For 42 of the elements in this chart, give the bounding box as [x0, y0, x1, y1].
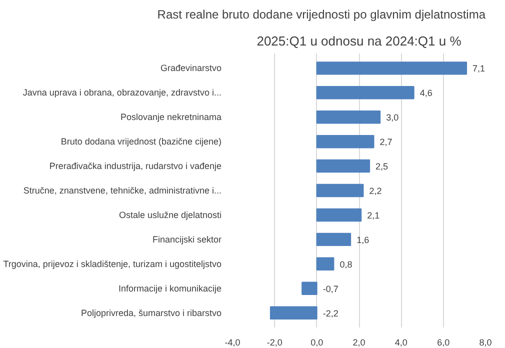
- x-tick-label: 0,0: [310, 338, 324, 348]
- y-tick-label: Bruto dodana vrijednost (bazične cijene): [60, 136, 222, 147]
- y-tick-label: Javna uprava i obrana, obrazovanje, zdravstvo i...: [22, 88, 222, 98]
- bar: [316, 184, 364, 198]
- y-tick-label: Financijski sektor: [152, 234, 222, 244]
- y-tick-label: Poslovanje nekretninama: [120, 112, 222, 122]
- x-tick-label: 4,0: [394, 338, 408, 348]
- bar: [316, 208, 362, 222]
- bar: [316, 86, 414, 100]
- chart-subtitle: 2025:Q1 u odnosu na 2024:Q1 u %: [256, 34, 462, 48]
- bar: [316, 257, 334, 271]
- y-tick-label: Trgovina, prijevoz i skladištenje, turizam i ugostiteljstvo: [3, 258, 222, 269]
- data-label: 2,1: [367, 210, 380, 220]
- bar: [316, 159, 370, 173]
- y-tick-label: Prerađivačka industrija, rudarstvo i vađenje: [49, 161, 222, 172]
- data-label: 0,8: [340, 259, 352, 270]
- data-label: 7,1: [472, 64, 486, 74]
- data-label: 2,5: [376, 162, 388, 172]
- bar: [316, 232, 352, 246]
- x-tick-label: -2,0: [266, 338, 282, 348]
- x-tick-label: -4,0: [224, 338, 240, 348]
- bar: [270, 306, 318, 320]
- bar: [316, 134, 374, 148]
- data-label: -0,7: [322, 284, 338, 294]
- x-tick-label: 2,0: [352, 338, 366, 348]
- y-tick-label: Informacije i komunikacije: [118, 283, 222, 294]
- y-tick-label: Poljoprivreda, šumarstvo i ribarstvo: [80, 308, 222, 318]
- data-label: 3,0: [386, 112, 399, 123]
- data-label: 2,7: [380, 137, 392, 148]
- bar: [302, 282, 318, 295]
- data-label: 4,6: [420, 88, 432, 98]
- x-tick-label: 8,0: [479, 338, 492, 348]
- y-tick-label: Građevinarstvo: [160, 63, 222, 74]
- y-tick-label: Stručne, znanstvene, tehničke, administrativne i...: [23, 186, 222, 196]
- data-label: -2,2: [322, 308, 338, 318]
- chart-title: Rast realne bruto dodane vrijednosti po glavnim djelatnostima: [157, 8, 486, 22]
- y-tick-label: Ostale uslužne djelatnosti: [118, 210, 222, 220]
- data-label: 2,2: [369, 186, 382, 196]
- data-label: 1,6: [356, 234, 370, 245]
- x-tick-label: 6,0: [437, 338, 450, 348]
- bar: [316, 62, 468, 75]
- bar: [316, 110, 381, 124]
